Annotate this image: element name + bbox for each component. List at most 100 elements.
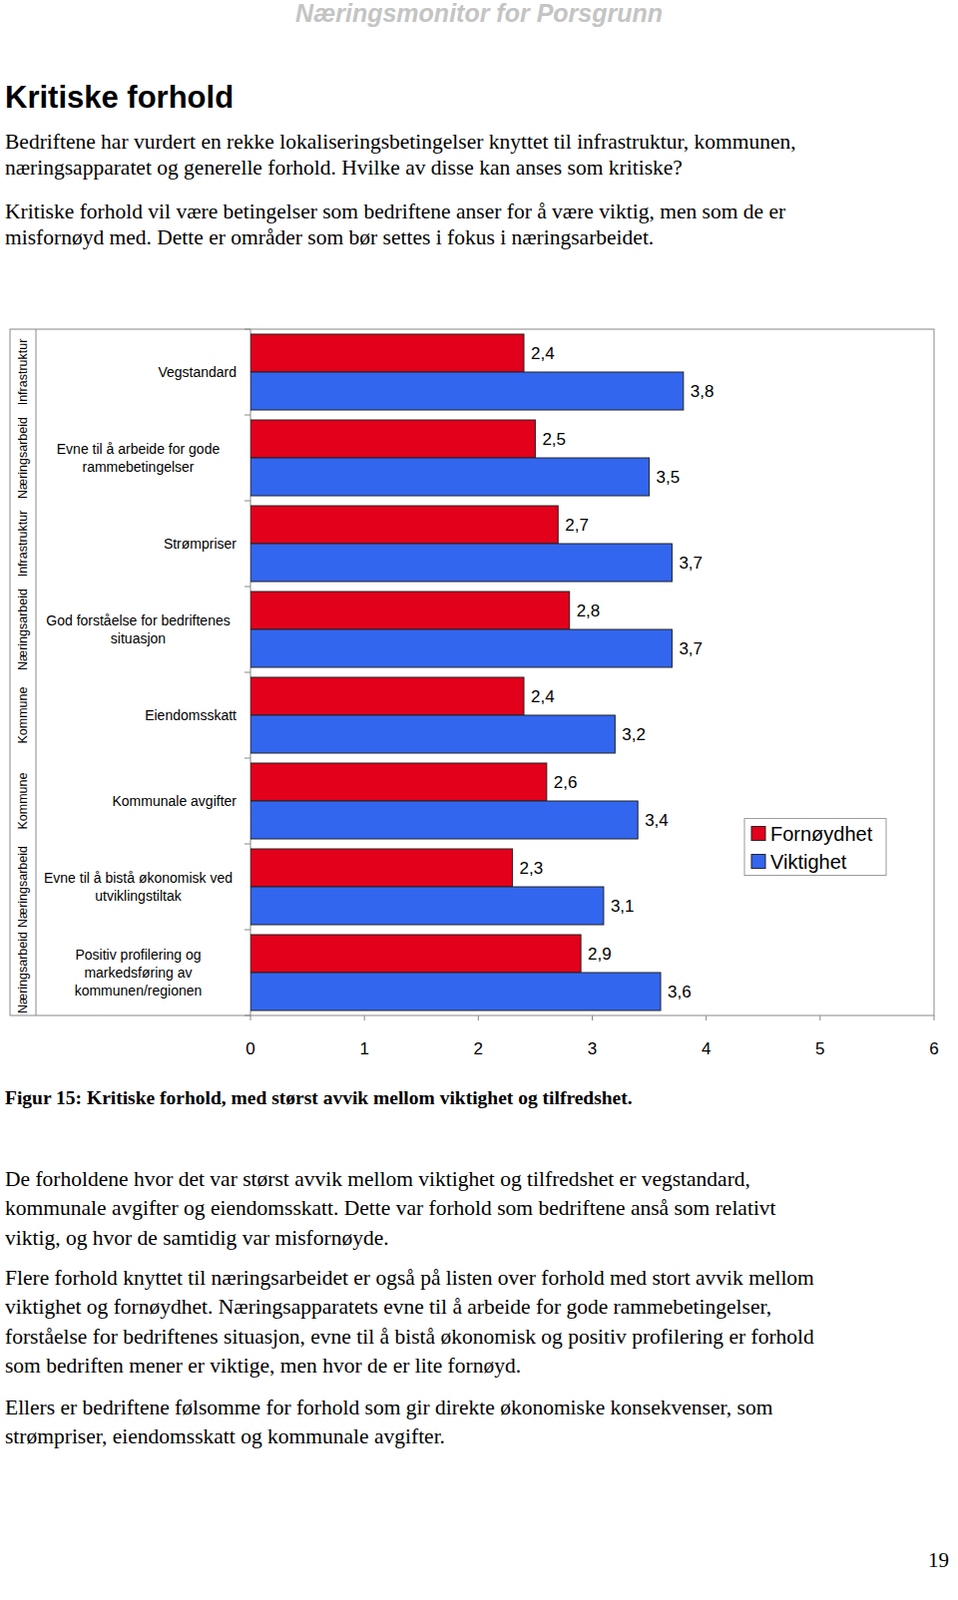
category-group-label: Næringsarbeid <box>15 417 30 499</box>
legend-label: Fornøydhet <box>770 823 874 846</box>
category-tick <box>244 844 251 846</box>
data-label: 3,7 <box>678 639 703 659</box>
data-label: 2,9 <box>587 945 612 964</box>
category-label: Kommunale avgifter <box>111 792 237 811</box>
body-line: som bedriften mener er viktige, men hvor… <box>4 1352 521 1382</box>
body-line: Flere forhold knyttet til næringsarbeide… <box>4 1264 815 1294</box>
intro-line: næringsapparatet og generelle forhold. H… <box>4 154 683 181</box>
bar <box>250 458 650 496</box>
category-tick <box>244 930 251 932</box>
data-label: 2,3 <box>519 859 544 879</box>
x-tick <box>250 1015 252 1021</box>
category-tick <box>244 586 251 588</box>
section-title: Kritiske forhold <box>4 79 234 116</box>
data-label: 2,4 <box>530 344 555 364</box>
group-divider <box>35 329 37 1016</box>
data-label: 2,6 <box>553 773 578 793</box>
category-group-label: Kommune <box>15 687 30 745</box>
category-label: Strømpriser <box>163 534 237 553</box>
category-label: Positiv profilering og markedsføring av … <box>39 946 237 1000</box>
data-label: 3,8 <box>690 382 715 402</box>
data-labels: 2,42,52,72,82,42,62,32,93,83,53,73,73,23… <box>519 344 715 1002</box>
page: Næringsmonitor for PorsgrunnKritiske for… <box>0 0 958 1600</box>
category-label-box: Vegstandard <box>39 332 237 413</box>
category-group-label: Kommune <box>15 773 30 831</box>
category-group-label: Næringsarbeid <box>15 588 30 671</box>
figure-caption: Figur 15: Kritiske forhold, med størst a… <box>4 1087 633 1110</box>
data-label: 3,1 <box>610 897 635 917</box>
intro-line: Bedriftene har vurdert en rekke lokalise… <box>4 128 797 155</box>
bar <box>250 887 604 926</box>
category-label: God forståelse for bedriftenes situasjon <box>39 611 237 648</box>
bar <box>250 763 547 802</box>
bar <box>250 677 524 716</box>
data-label: 2,8 <box>576 601 601 621</box>
category-label: Evne til å bistå økonomisk ved utvikling… <box>39 869 237 906</box>
category-group-label: Infrastruktur <box>15 510 30 578</box>
body-line: strømpriser, eiendomsskatt og kommunale … <box>4 1423 446 1452</box>
category-label: Evne til å arbeide for gode rammebetinge… <box>39 440 237 477</box>
page-number: 19 <box>928 1548 950 1574</box>
x-tick-label: 6 <box>929 1039 939 1059</box>
bar <box>250 801 638 840</box>
legend-box <box>744 819 887 877</box>
bar <box>250 372 684 411</box>
x-tick <box>705 1015 707 1021</box>
category-tick <box>244 758 251 760</box>
category-label-box: Evne til å arbeide for gode rammebetinge… <box>39 418 237 498</box>
bar <box>250 420 535 459</box>
x-tick <box>819 1015 821 1021</box>
x-tick-label: 2 <box>474 1039 483 1059</box>
bar <box>250 334 524 373</box>
x-tick-label: 3 <box>587 1039 597 1059</box>
x-tick-label: 0 <box>245 1039 255 1059</box>
intro-line: misfornøyd med. Dette er områder som bør… <box>4 224 654 251</box>
legend: FornøydhetViktighet <box>744 819 887 877</box>
category-label-box: Kommunale avgifter <box>39 761 237 842</box>
body-line: De forholdene hvor det var størst avvik … <box>4 1165 751 1195</box>
body-line: viktig, og hvor de samtidig var misfornø… <box>4 1224 390 1254</box>
category-tick <box>244 500 251 502</box>
category-label: Vegstandard <box>157 363 237 382</box>
bars <box>250 334 684 1011</box>
category-group-label: Næringsarbeid <box>15 932 30 1014</box>
bar <box>250 591 570 630</box>
data-label: 3,7 <box>678 553 703 573</box>
x-tick-label: 4 <box>701 1039 711 1059</box>
category-tick <box>244 1015 251 1017</box>
data-label: 3,2 <box>621 725 646 745</box>
bar <box>250 715 615 754</box>
legend-swatch <box>751 855 766 870</box>
body-line: viktighet og fornøydhet. Næringsapparate… <box>4 1293 772 1323</box>
body-line: Ellers er bedriftene følsomme for forhol… <box>4 1394 773 1424</box>
data-label: 3,6 <box>667 982 692 1002</box>
bar <box>250 629 672 668</box>
legend-swatch <box>751 827 766 842</box>
x-tick <box>478 1015 479 1021</box>
x-tick-label: 5 <box>815 1039 825 1059</box>
category-label-box: Evne til å bistå økonomisk ved utvikling… <box>39 847 237 928</box>
chart-frame <box>9 329 935 1016</box>
category-group-label: Infrastruktur <box>15 339 30 407</box>
intro-line: Kritiske forhold vil være betingelser so… <box>4 198 786 225</box>
category-label: Eiendomsskatt <box>144 706 237 725</box>
category-tick <box>244 329 251 331</box>
body-line: forståelse for bedriftenes situasjon, ev… <box>4 1323 815 1353</box>
category-tick <box>244 672 251 674</box>
data-label: 3,5 <box>656 468 681 487</box>
category-tick <box>244 415 251 417</box>
category-group-label: Næringsarbeid <box>15 846 30 929</box>
x-tick <box>591 1015 593 1021</box>
bar <box>250 972 661 1011</box>
category-label-box: Eiendomsskatt <box>39 675 237 756</box>
bar <box>250 543 672 582</box>
x-tick-label: 1 <box>359 1039 369 1059</box>
data-label: 2,7 <box>564 515 589 535</box>
bar <box>250 849 513 888</box>
x-tick <box>934 1015 936 1021</box>
x-tick <box>364 1015 366 1021</box>
category-label-box: Strømpriser <box>39 503 237 584</box>
category-label-box: God forståelse for bedriftenes situasjon <box>39 589 237 670</box>
data-label: 2,5 <box>541 430 566 450</box>
category-label-box: Positiv profilering og markedsføring av … <box>39 933 237 1013</box>
